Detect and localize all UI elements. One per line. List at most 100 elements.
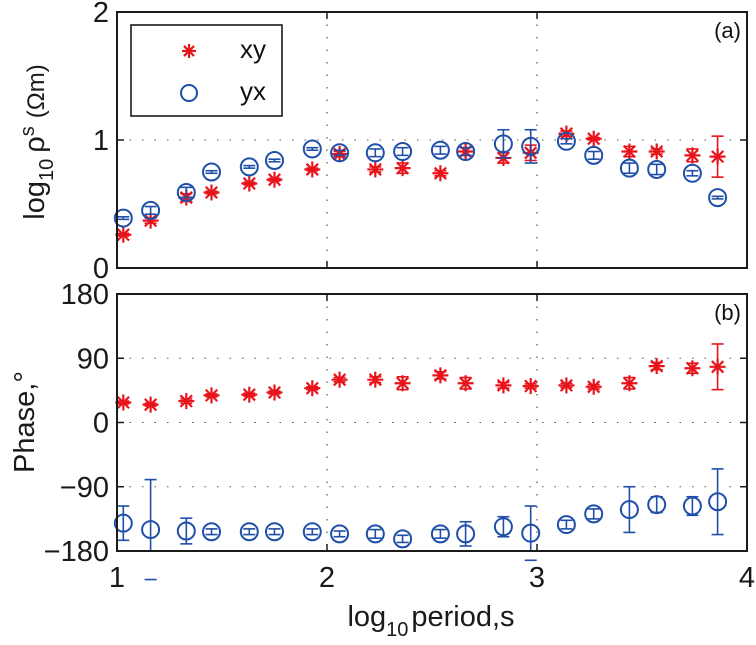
yx-point xyxy=(365,524,385,544)
legend-yx-circle-icon xyxy=(180,84,198,102)
y-tick-label: −90 xyxy=(60,472,109,504)
xy-point xyxy=(648,358,665,375)
yx-point xyxy=(265,150,284,170)
xy-point xyxy=(241,386,258,403)
x-axis-label: log10 period,s xyxy=(347,601,514,641)
xy-point xyxy=(203,387,220,404)
legend-label-xy: xy xyxy=(240,34,266,64)
xy-point xyxy=(304,380,321,397)
yx-point xyxy=(393,529,413,549)
xy-point xyxy=(457,375,474,392)
legend: xy yx xyxy=(130,24,283,117)
yx-point xyxy=(113,208,133,228)
yx-point xyxy=(176,517,196,545)
y-tick-label: 90 xyxy=(77,343,109,375)
y-tick-label: 1 xyxy=(93,125,109,157)
ylabel-log: log xyxy=(19,181,51,220)
yx-point xyxy=(239,522,259,542)
yx-point xyxy=(113,505,133,542)
yx-point xyxy=(456,520,476,547)
ylabel-rho: ρ xyxy=(19,136,51,153)
yx-point xyxy=(176,182,196,202)
xy-point xyxy=(115,394,132,411)
xy-point xyxy=(394,160,411,177)
xy-point xyxy=(709,135,726,178)
yx-point xyxy=(619,485,639,534)
xy-point xyxy=(432,165,449,182)
xy-point xyxy=(585,130,602,147)
yx-point xyxy=(302,522,322,542)
xy-point xyxy=(621,375,638,392)
yx-point xyxy=(330,143,350,163)
x-tick-label: 2 xyxy=(319,562,335,594)
xy-point xyxy=(621,143,638,160)
ylabel-log-sub: 10 xyxy=(36,159,58,181)
xlabel-log: log xyxy=(347,601,386,633)
yx-point xyxy=(619,158,639,178)
yx-point xyxy=(265,522,284,542)
yx-point xyxy=(430,524,450,544)
y-tick-label: 0 xyxy=(93,253,109,285)
panel-b-tag: (b) xyxy=(714,300,741,325)
xlabel-rest: period,s xyxy=(411,601,514,633)
yx-point xyxy=(430,140,450,160)
xy-point xyxy=(522,378,539,395)
x-tick-label: 3 xyxy=(529,562,545,594)
xy-point xyxy=(684,360,701,377)
legend-box xyxy=(130,24,283,117)
yx-point xyxy=(521,505,541,562)
yx-point xyxy=(365,143,385,163)
xy-point xyxy=(684,147,701,164)
yx-point xyxy=(456,142,476,162)
x-tick-label: 1 xyxy=(109,562,125,594)
xy-point xyxy=(367,371,384,388)
y-tick-label: 2 xyxy=(93,0,109,29)
y-tick-label: −180 xyxy=(44,536,109,568)
yx-point xyxy=(647,495,667,515)
yx-point xyxy=(202,522,221,542)
yx-point xyxy=(141,200,161,220)
ylabel-rho-sub: s xyxy=(17,126,39,136)
xy-point xyxy=(648,143,665,160)
legend-label-yx: yx xyxy=(240,76,266,106)
xy-point xyxy=(203,184,220,201)
yx-point xyxy=(708,468,728,536)
panel-a-marks xyxy=(113,125,728,243)
yx-point xyxy=(682,495,702,517)
yx-point xyxy=(708,188,728,208)
xy-point xyxy=(304,161,321,178)
x-tick-label: 4 xyxy=(739,562,755,594)
panel-b-ylabel: Phase,° xyxy=(9,371,41,473)
xy-point xyxy=(331,371,348,388)
xy-point xyxy=(266,171,283,188)
panel-a-ticks: 0 1 2 xyxy=(93,0,748,285)
xy-point xyxy=(266,384,283,401)
xlabel-log-sub: 10 xyxy=(386,619,408,641)
yx-point xyxy=(647,159,667,179)
xy-point xyxy=(558,377,575,394)
yx-point xyxy=(493,515,513,538)
panel-a-ylabel: log10 ρs (Ωm) xyxy=(17,64,58,219)
yx-point xyxy=(521,128,541,164)
panel-a-resistivity: 0 1 2 (a) log10 ρs (Ωm) xy yx xyxy=(17,0,748,285)
xy-point xyxy=(241,175,258,192)
panel-b-ticks: 1 2 3 4 −180 −90 0 90 180 xyxy=(44,279,755,594)
xy-point xyxy=(432,367,449,384)
yx-point xyxy=(682,163,702,183)
yx-point xyxy=(330,524,350,544)
yx-point xyxy=(584,145,604,165)
panel-a-tag: (a) xyxy=(714,18,741,43)
panel-b-grid xyxy=(117,294,747,551)
panel-b-marks xyxy=(113,343,728,581)
yx-point xyxy=(202,162,221,182)
yx-point xyxy=(141,478,161,581)
ylabel-unit: (Ωm) xyxy=(23,64,50,118)
xy-point xyxy=(709,343,726,391)
xy-point xyxy=(178,393,195,410)
xy-point xyxy=(495,377,512,394)
yx-point xyxy=(239,157,259,177)
yx-point xyxy=(302,139,322,159)
y-tick-label: 0 xyxy=(93,408,109,440)
xy-point xyxy=(142,396,159,413)
